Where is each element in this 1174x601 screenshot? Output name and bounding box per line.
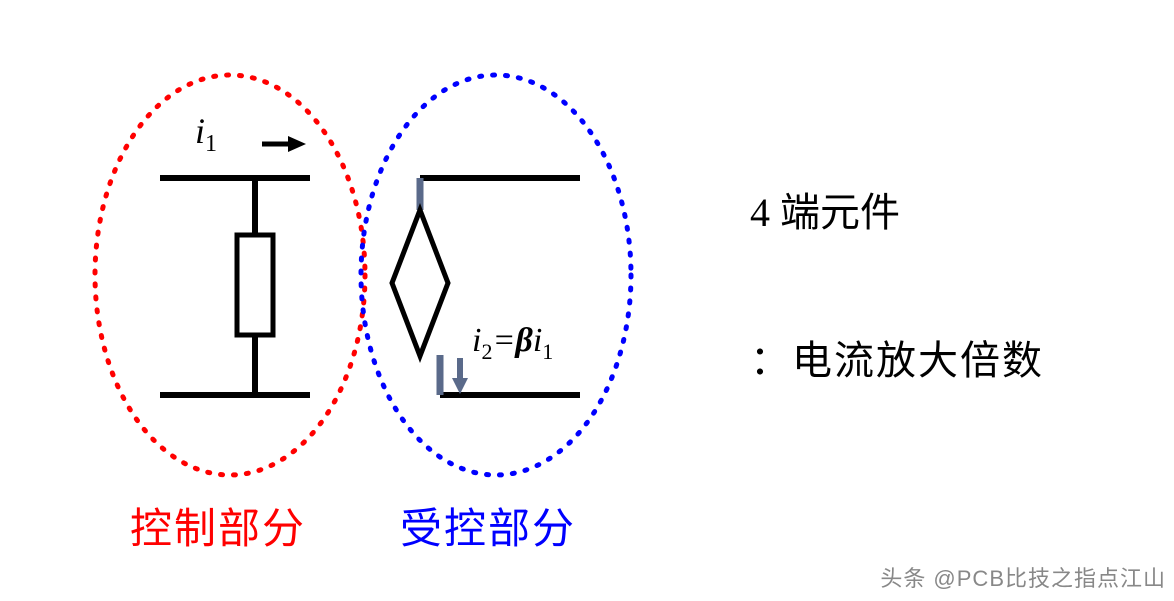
i1-label: i1 [195,110,217,158]
i2-rhs-sub: 1 [542,339,553,364]
watermark: 头条 @PCB比技之指点江山 [880,561,1166,593]
circuit-svg [0,0,750,601]
diagram-area [0,0,750,601]
i2-equation: i2=βi1 [472,322,553,365]
controlled-label: 受控部分 [400,495,576,556]
right-text-block: 4 端元件 ：电流放大倍数 [750,180,1044,386]
i2-rhs: i [533,322,542,359]
eq-sign: = [492,322,515,359]
resistor-symbol [237,235,273,335]
text-4-terminal: 4 端元件 [750,180,1044,238]
out-arrow-head [452,378,468,394]
control-ellipse [95,75,365,475]
text-current-gain: ：电流放大倍数 [750,328,1044,386]
i1-sub: 1 [205,131,217,157]
i1-arrow-head [288,136,306,152]
diamond-source [392,210,448,356]
i1-symbol: i [195,111,205,151]
control-label: 控制部分 [130,495,306,556]
beta-coef: β [515,322,532,359]
i2-lhs-sub: 2 [481,339,492,364]
